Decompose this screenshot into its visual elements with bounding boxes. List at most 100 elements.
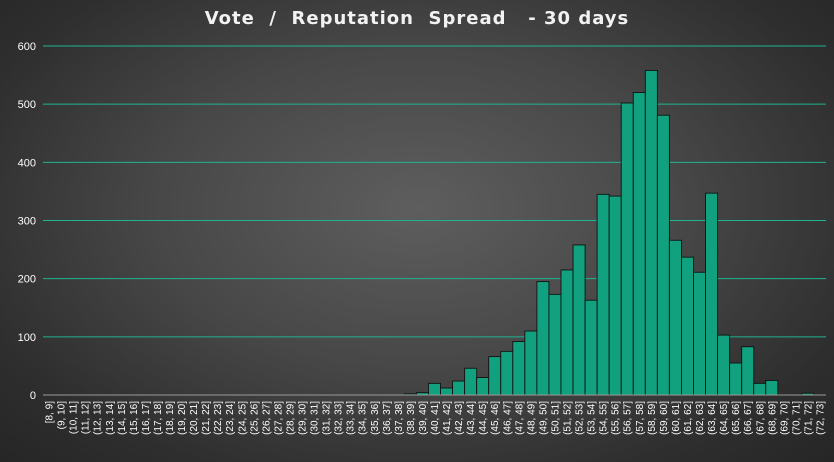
x-tick-label: (24, 25] [237,401,248,435]
x-tick-label: (38, 39] [406,401,417,435]
x-tick-label: (35, 36] [370,401,381,435]
bar [572,244,586,396]
x-tick-label: (17, 18] [153,401,164,435]
x-tick-label: (42, 43] [454,401,465,435]
bar [681,256,694,396]
x-tick-label: (12, 13] [93,401,104,435]
x-tick-label: (22, 23] [213,401,224,435]
bar [741,346,755,396]
x-tick-label: (39, 40] [418,401,429,435]
bar [536,281,550,396]
x-tick-label: (63, 64] [707,401,718,435]
x-tick-label: (48, 49] [526,401,537,435]
bar [765,380,779,396]
y-tick-label: 200 [18,274,36,286]
y-tick-label: 400 [18,157,36,169]
x-tick-label: (28, 29] [285,401,296,435]
x-tick-label: (59, 60] [659,401,670,435]
x-tick-label: (15, 16] [129,401,140,435]
bar [753,382,767,396]
x-tick-label: (27, 28] [273,401,284,435]
x-tick-label: (68, 69] [767,401,778,435]
x-tick-label: (21, 22] [201,401,212,435]
bar [668,239,682,396]
y-tick-label: 500 [18,99,36,111]
x-tick-label: (44, 45] [478,401,489,435]
x-tick-label: (45, 46] [490,401,501,435]
bar [632,92,646,396]
bar [560,269,574,396]
x-tick-label: (20, 21] [189,401,200,435]
bar [596,193,610,396]
x-tick-label: (71, 72] [803,401,814,435]
x-tick-label: (32, 33] [334,401,345,435]
bar [620,102,634,396]
x-tick-label: (11, 12] [81,401,92,434]
bar [548,293,562,396]
bar [729,362,743,396]
y-tick-label: 100 [18,332,36,344]
x-tick-label: (25, 26] [249,401,260,435]
bar [693,271,706,396]
bar [717,334,731,396]
x-tick-label: (64, 65] [719,401,730,435]
x-tick-label: (72, 73] [815,401,826,435]
x-tick-label: (66, 67] [743,401,754,435]
x-tick-label: (18, 19] [165,401,176,435]
x-tick-label: (23, 24] [225,401,236,435]
y-tick-label: 0 [30,390,36,402]
bar [440,387,454,396]
x-tick-label: (57, 58] [635,401,646,435]
chart-title: Vote / Reputation Spread - 30 days [204,8,630,29]
bar [476,377,490,396]
x-tick-label: (33, 34] [346,401,357,435]
x-tick-label: (36, 37] [382,401,393,435]
bar [452,380,466,396]
bar [464,367,478,396]
x-tick-label: (61, 62] [683,401,694,435]
bar [428,382,441,396]
bar [608,195,622,396]
x-tick-label: (13, 14] [105,401,116,435]
x-tick-label: (14, 15] [117,401,128,435]
x-tick-label: (16, 17] [141,401,152,435]
x-tick-label: (50, 51] [550,401,561,435]
bar [584,299,598,396]
x-tick-label: (51, 52] [563,401,574,435]
x-tick-label: (67, 68] [755,401,766,435]
x-tick-label: (54, 55] [599,401,610,435]
x-tick-label: (49, 50] [538,401,549,435]
x-tick-label: (55, 56] [611,401,622,435]
bar [524,330,538,396]
x-tick-label: (30, 31] [310,401,321,435]
x-tick-label: (53, 54] [587,401,598,435]
bar [644,69,658,396]
x-tick-label: (52, 53] [575,401,586,435]
x-tick-label: (9, 10] [57,401,68,430]
y-tick-label: 300 [18,216,36,228]
x-tick-label: (31, 32] [322,401,333,435]
x-tick-label: (26, 27] [261,401,272,435]
x-tick-label: (10, 11] [69,401,80,434]
x-tick-label: (37, 38] [394,401,405,435]
x-tick-label: [8, 9] [45,401,56,423]
x-tick-label: (70, 71] [791,401,802,435]
bar [500,350,514,396]
x-tick-label: (34, 35] [358,401,369,435]
x-tick-label: (46, 47] [502,401,513,435]
x-tick-label: (43, 44] [466,401,477,435]
x-tick-label: (40, 41] [430,401,441,435]
x-tick-label: (47, 48] [514,401,525,435]
x-tick-label: (56, 57] [623,401,634,435]
x-tick-label: (29, 30] [297,401,308,435]
bar [705,192,719,396]
x-tick-label: (19, 20] [177,401,188,435]
x-tick-label: (41, 42] [442,401,453,435]
x-tick-label: (69, 70] [779,401,790,435]
x-tick-label: (62, 63] [695,401,706,435]
bar [512,341,526,396]
bar [656,114,670,396]
y-tick-label: 600 [18,41,36,53]
x-tick-label: (65, 66] [731,401,742,435]
